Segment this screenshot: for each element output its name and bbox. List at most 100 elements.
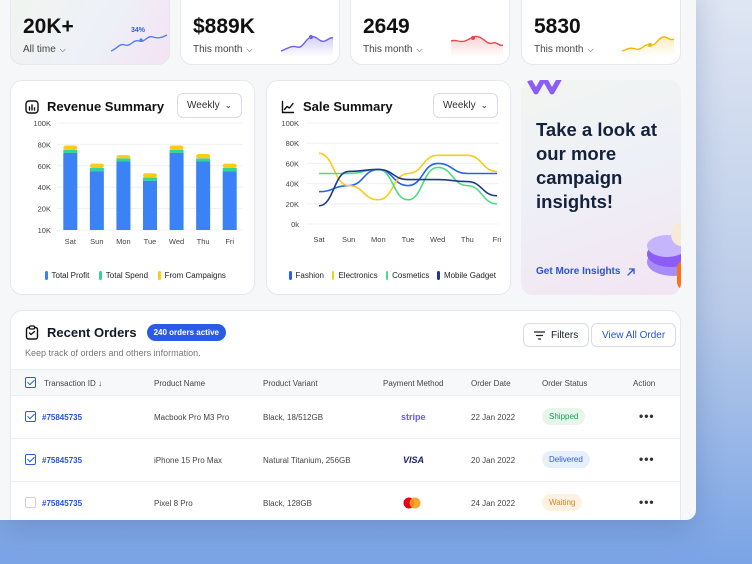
col-payment-method: Payment Method bbox=[383, 379, 444, 388]
more-actions-icon[interactable]: ••• bbox=[639, 409, 655, 423]
table-row[interactable]: #75845735 iPhone 15 Pro Max Natural Tita… bbox=[11, 439, 680, 482]
x-tick-label: Tue bbox=[402, 235, 415, 244]
y-tick-label: 100K bbox=[33, 119, 51, 128]
col-transaction-id[interactable]: Transaction ID ↓ bbox=[44, 379, 102, 388]
legend-item: Cosmetics bbox=[385, 271, 429, 280]
arrow-down-icon: ↓ bbox=[97, 379, 102, 388]
y-tick-label: 80K bbox=[286, 139, 299, 148]
stat-sparkline bbox=[621, 36, 675, 57]
stat-sparkline: 34% bbox=[110, 27, 168, 52]
chevron-down-icon: ⌵ bbox=[587, 44, 594, 54]
revenue-period-dropdown[interactable]: Weekly ⌄ bbox=[177, 93, 242, 118]
view-all-order-button[interactable]: View All Order bbox=[591, 323, 677, 347]
legend-item: From Campaigns bbox=[158, 271, 226, 280]
select-all-checkbox[interactable] bbox=[25, 377, 36, 388]
legend-item: Electronics bbox=[331, 271, 378, 280]
table-row[interactable]: #75845735 Macbook Pro M3 Pro Black, 18/5… bbox=[11, 396, 680, 439]
more-actions-icon[interactable]: ••• bbox=[639, 495, 655, 509]
revenue-bar-chart: 10K 20K 40K 60K 80K 100K Sat Sun Mon Tue Wed Thu Fri bbox=[33, 119, 243, 246]
y-tick-label: 0k bbox=[291, 220, 299, 229]
filters-button[interactable]: Filters bbox=[523, 323, 590, 347]
recent-orders-card: Recent Orders 240 orders active Keep tra… bbox=[10, 310, 681, 520]
campaign-promo-card: Take a look at our more campaign insight… bbox=[521, 80, 681, 295]
sale-summary-title: Sale Summary bbox=[303, 99, 393, 114]
x-tick-label: Fri bbox=[225, 237, 234, 246]
x-tick-label: Sat bbox=[313, 235, 325, 244]
y-tick-label: 60K bbox=[38, 162, 51, 171]
order-date: 24 Jan 2022 bbox=[471, 499, 516, 508]
stat-period-dropdown[interactable]: This month ⌵ bbox=[193, 44, 253, 55]
line-chart-icon bbox=[281, 100, 295, 113]
orders-table-header: Transaction ID ↓ Product Name Product Va… bbox=[11, 369, 680, 396]
stat-card-orders: 2649 This month ⌵ bbox=[350, 0, 510, 65]
stat-value: $889K bbox=[193, 15, 255, 38]
bar-segment bbox=[116, 161, 131, 230]
bar-segment bbox=[63, 149, 78, 153]
row-checkbox[interactable] bbox=[25, 497, 36, 508]
stat-value: 20K+ bbox=[23, 15, 74, 38]
series-line bbox=[319, 166, 498, 205]
revenue-summary-card: Revenue Summary Weekly ⌄ 10K 20K 40K 60K 80K… bbox=[10, 80, 255, 295]
col-action: Action bbox=[633, 379, 656, 388]
product-name: iPhone 15 Pro Max bbox=[154, 456, 223, 465]
transaction-id-link[interactable]: #75845735 bbox=[42, 499, 83, 508]
legend-item: Mobile Gadget bbox=[437, 271, 496, 280]
recent-orders-title: Recent Orders bbox=[47, 325, 137, 340]
y-tick-label: 80K bbox=[38, 140, 51, 149]
stripe-logo: stripe bbox=[401, 412, 426, 422]
get-more-insights-link[interactable]: Get More Insights bbox=[536, 266, 636, 277]
orders-active-badge: 240 orders active bbox=[146, 324, 226, 341]
row-checkbox[interactable] bbox=[25, 411, 36, 422]
y-tick-label: 20K bbox=[286, 200, 299, 209]
recent-orders-header: Recent Orders 240 orders active bbox=[25, 324, 226, 341]
x-tick-label: Thu bbox=[461, 235, 474, 244]
more-actions-icon[interactable]: ••• bbox=[639, 452, 655, 466]
chart-report-icon bbox=[25, 99, 39, 114]
x-tick-label: Fri bbox=[493, 235, 502, 244]
revenue-summary-title: Revenue Summary bbox=[47, 99, 165, 114]
table-row[interactable]: #75845735 Pixel 8 Pro Black, 128GB 24 Ja… bbox=[11, 482, 680, 520]
filter-icon bbox=[534, 330, 545, 340]
product-name: Pixel 8 Pro bbox=[154, 499, 193, 508]
x-tick-label: Mon bbox=[371, 235, 386, 244]
sale-summary-card: Sale Summary Weekly ⌄ 0k 20K 40K 60K 80K 100K… bbox=[266, 80, 511, 295]
chevron-down-icon: ⌵ bbox=[416, 44, 423, 54]
status-badge: Waiting bbox=[542, 494, 583, 511]
chevron-down-icon: ⌵ bbox=[59, 44, 66, 54]
bar-segment bbox=[116, 158, 131, 162]
x-tick-label: Wed bbox=[169, 237, 184, 246]
bar-segment bbox=[196, 161, 211, 230]
bar-segment bbox=[169, 145, 184, 150]
row-checkbox[interactable] bbox=[25, 454, 36, 465]
status-badge: Delivered bbox=[542, 451, 590, 468]
visa-logo: VISA bbox=[403, 455, 425, 465]
x-tick-label: Wed bbox=[430, 235, 445, 244]
product-variant: Natural Titanium, 256GB bbox=[263, 456, 351, 465]
bar-segment bbox=[169, 149, 184, 153]
bar-segment bbox=[63, 152, 78, 230]
bar-segment bbox=[222, 167, 237, 172]
dashboard-window: 20K+ All time ⌵ 34% $889K This month ⌵ 264… bbox=[0, 0, 696, 520]
y-tick-label: 100K bbox=[281, 119, 299, 128]
status-badge: Shipped bbox=[542, 408, 586, 425]
bar-segment bbox=[169, 152, 184, 230]
stat-period-dropdown[interactable]: This month ⌵ bbox=[363, 44, 423, 55]
x-tick-label: Sat bbox=[65, 237, 77, 246]
bar-segment bbox=[143, 180, 157, 230]
transaction-id-link[interactable]: #75845735 bbox=[42, 413, 83, 422]
arrow-up-right-icon bbox=[627, 267, 636, 276]
y-tick-label: 40K bbox=[286, 180, 299, 189]
recent-orders-subtitle: Keep track of orders and others informat… bbox=[25, 348, 201, 358]
legend-item: Total Spend bbox=[99, 271, 148, 280]
stat-sparkline bbox=[280, 35, 334, 57]
chevron-down-icon: ⌄ bbox=[224, 100, 232, 110]
bar-segment bbox=[222, 171, 237, 230]
order-date: 20 Jan 2022 bbox=[471, 456, 516, 465]
stat-period-dropdown[interactable]: This month ⌵ bbox=[534, 44, 594, 55]
x-tick-label: Sun bbox=[342, 235, 355, 244]
stat-period-dropdown[interactable]: All time ⌵ bbox=[23, 44, 66, 55]
sale-summary-header: Sale Summary bbox=[281, 99, 393, 114]
y-tick-label: 10K bbox=[38, 226, 51, 235]
transaction-id-link[interactable]: #75845735 bbox=[42, 456, 83, 465]
sales-period-dropdown[interactable]: Weekly ⌄ bbox=[433, 93, 498, 118]
